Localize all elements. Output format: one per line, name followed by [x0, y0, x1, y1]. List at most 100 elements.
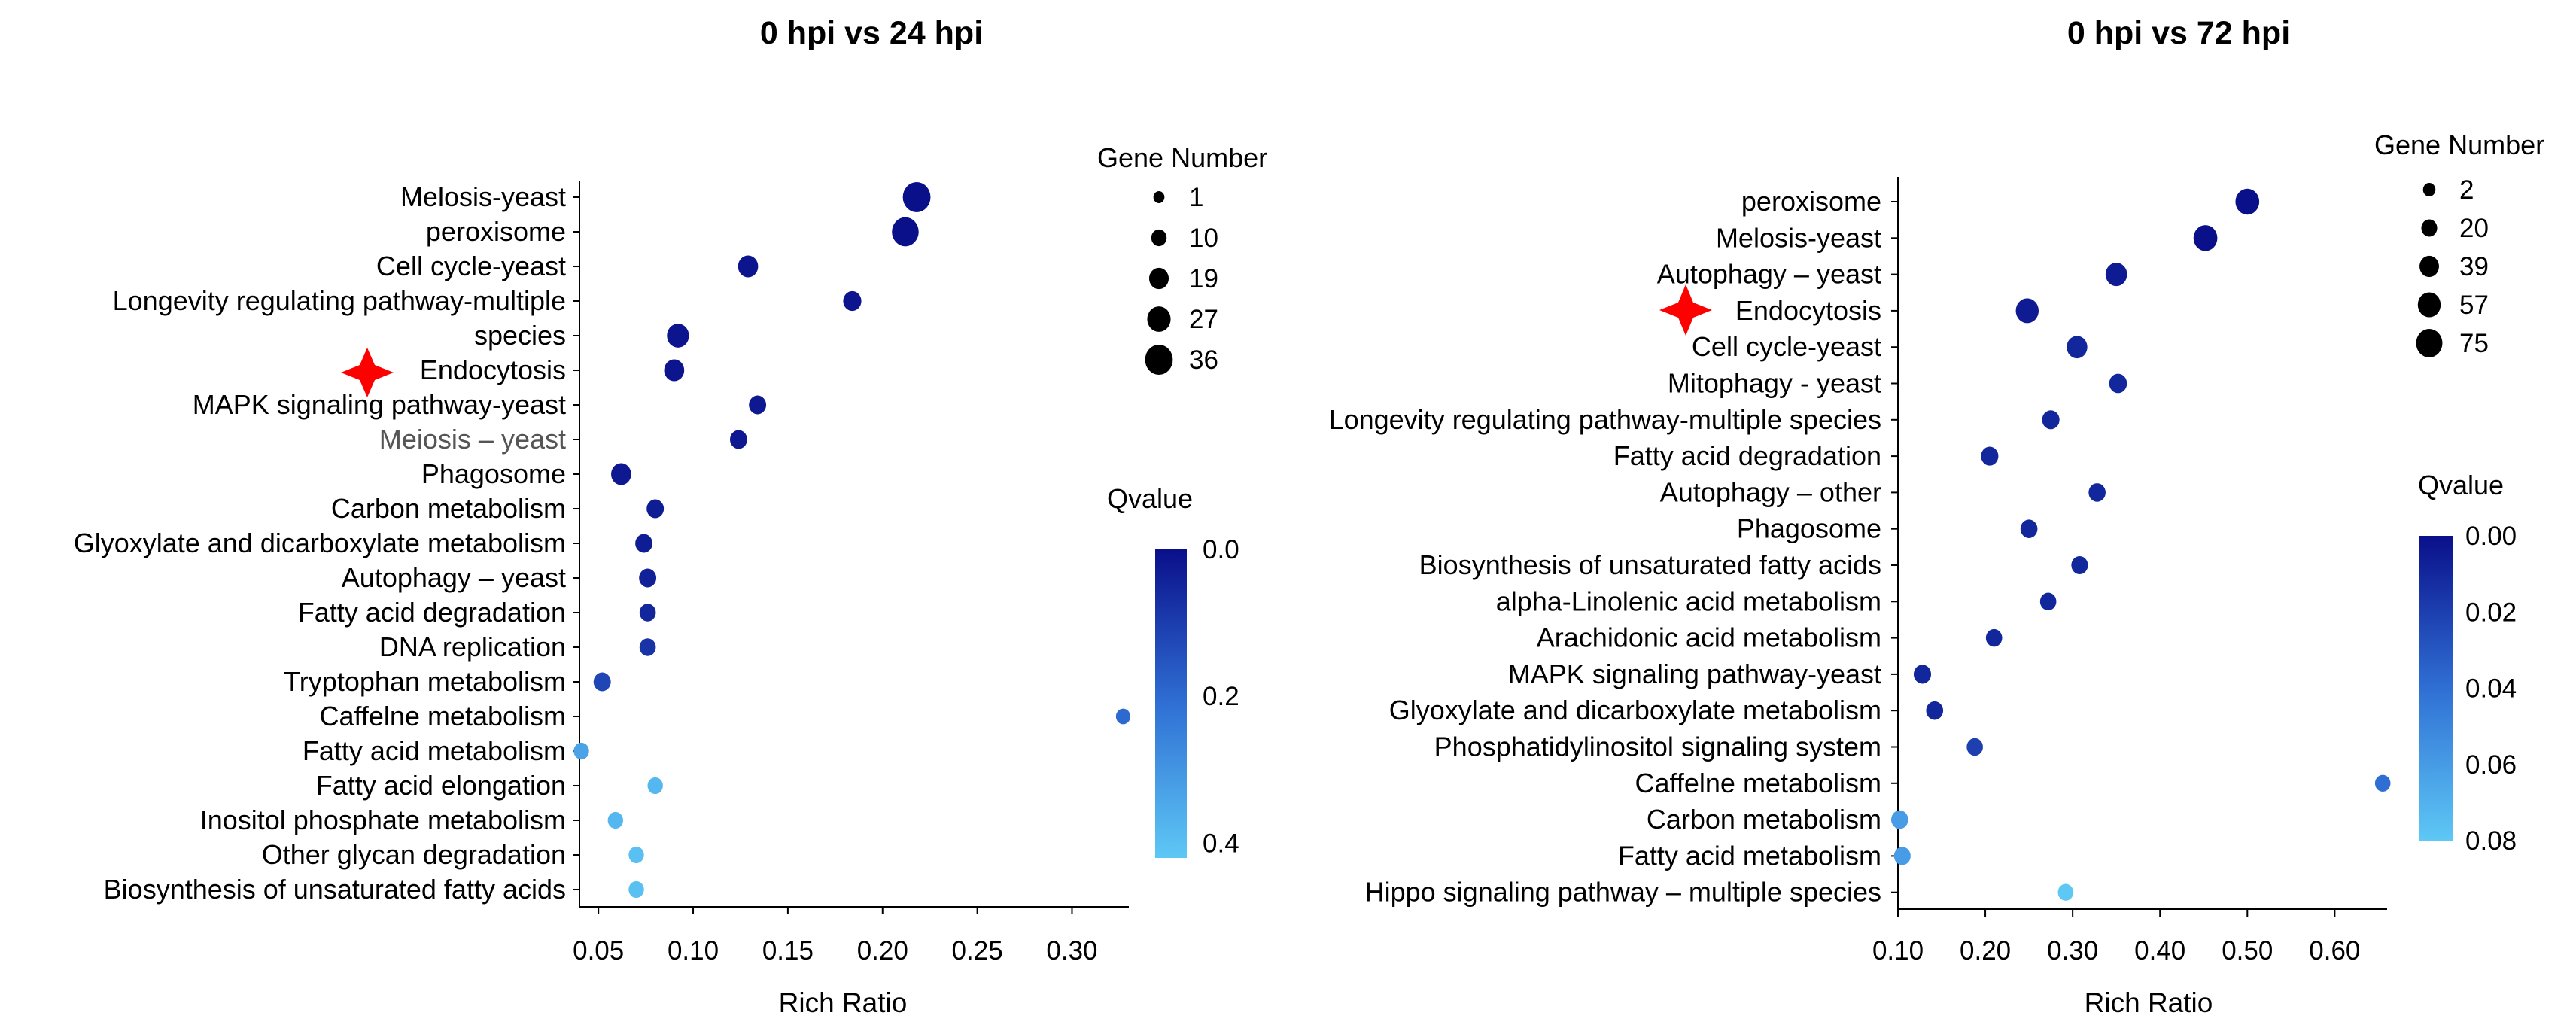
data-point [593, 672, 611, 692]
data-points [1891, 188, 2391, 901]
data-point [647, 777, 663, 795]
color-legend: Qvalue 0.0 0.2 0.4 [1107, 483, 1239, 858]
star-icon [1659, 284, 1712, 336]
size-legend-label: 57 [2459, 290, 2489, 320]
chart-panel-72hpi: 0 hpi vs 72 hpi peroxisome Melosis-yeast A… [1329, 15, 2545, 1018]
data-point [573, 742, 589, 760]
size-legend-dot [2422, 183, 2436, 196]
category-label: species [474, 320, 566, 351]
data-point [729, 430, 747, 449]
category-label: Endocytosis [420, 354, 566, 385]
category-label: Phagosome [421, 458, 566, 489]
category-label: Caffelne metabolism [320, 701, 567, 731]
size-legend-dot [2416, 329, 2443, 357]
data-point [1115, 708, 1131, 725]
x-ticks: 0.10 0.20 0.30 0.40 0.50 0.60 [1872, 909, 2360, 966]
data-point [1891, 810, 1908, 829]
category-label: alpha-Linolenic acid metabolism [1496, 585, 1881, 616]
chart-title: 0 hpi vs 72 hpi [2067, 15, 2290, 51]
colorbar-tick-label: 0.00 [2465, 522, 2517, 551]
size-legend-dot [2419, 255, 2439, 278]
data-point [902, 182, 931, 212]
category-label: Meiosis – yeast [379, 424, 566, 455]
data-point [2015, 298, 2039, 324]
x-tick-label: 0.20 [857, 936, 908, 966]
category-label: peroxisome [426, 216, 566, 247]
size-legend-title: Gene Number [1097, 142, 1267, 173]
data-point [639, 604, 656, 622]
category-label: DNA replication [379, 631, 566, 662]
x-tick-label: 0.40 [2134, 936, 2185, 966]
data-point [664, 359, 685, 382]
category-label: Fatty acid elongation [316, 770, 566, 801]
data-point [738, 255, 759, 278]
y-ticks [1891, 201, 1898, 893]
category-labels: peroxisome Melosis-yeast Autophagy – yeast… [1329, 186, 1881, 908]
star-icon [341, 348, 394, 397]
data-point [639, 638, 656, 656]
category-label: Carbon metabolism [331, 493, 566, 524]
x-tick-label: 0.30 [2047, 936, 2098, 966]
category-label: Biosynthesis of unsaturated fatty acids [104, 874, 566, 905]
category-label: Arachidonic acid metabolism [1537, 622, 1881, 653]
x-axis-title: Rich Ratio [779, 987, 908, 1018]
category-label: Glyoxylate and dicarboxylate metabolism [74, 528, 566, 558]
data-points [573, 182, 1131, 899]
size-legend-title: Gene Number [2374, 129, 2544, 160]
data-point [2067, 336, 2088, 359]
size-legend: Gene Number 1 10 19 27 36 [1097, 142, 1267, 375]
category-label: Other glycan degradation [262, 839, 566, 870]
category-label: Fatty acid degradation [298, 597, 566, 628]
size-legend-label: 10 [1189, 224, 1218, 253]
data-point [2235, 188, 2260, 215]
x-axis-title: Rich Ratio [2085, 987, 2213, 1018]
size-legend-label: 1 [1189, 183, 1203, 212]
data-point [2193, 225, 2218, 251]
data-point [2020, 519, 2038, 538]
data-point [646, 499, 665, 519]
colorbar-tick-label: 0.04 [2465, 674, 2517, 704]
size-legend-label: 27 [1189, 305, 1218, 334]
category-label: Fatty acid degradation [1613, 440, 1881, 471]
category-label: Longevity regulating pathway-multiple sp… [1329, 404, 1881, 435]
category-label: Carbon metabolism [1647, 804, 1881, 835]
category-label: Phagosome [1737, 513, 1881, 544]
category-label: MAPK signaling pathway-yeast [193, 389, 566, 420]
data-point [607, 811, 624, 829]
qvalue-colorbar [1155, 549, 1187, 858]
category-label: Hippo signaling pathway – multiple speci… [1365, 877, 1881, 908]
category-label: Glyoxylate and dicarboxylate metabolism [1389, 695, 1881, 725]
colorbar-tick-label: 0.02 [2465, 598, 2517, 627]
colorbar-tick-label: 0.4 [1203, 829, 1239, 858]
colorbar-tick-label: 0.08 [2465, 826, 2517, 856]
category-label: Melosis-yeast [400, 181, 566, 212]
colorbar-tick-label: 0.2 [1203, 682, 1239, 711]
size-legend-label: 36 [1189, 345, 1218, 375]
colorbar-tick-label: 0.0 [1203, 535, 1239, 564]
data-point [2088, 483, 2106, 502]
size-legend-dot [1147, 306, 1171, 332]
axes-frame [579, 181, 1129, 908]
category-label: Tryptophan metabolism [284, 666, 566, 697]
data-point [1985, 628, 2003, 647]
category-label: Mitophagy - yeast [1668, 368, 1881, 399]
category-label: Cell cycle-yeast [376, 251, 566, 281]
data-point [1913, 665, 1932, 684]
x-tick-label: 0.60 [2309, 936, 2360, 966]
data-point [1926, 701, 1944, 720]
category-label: Endocytosis [1735, 295, 1881, 326]
data-point [892, 217, 919, 247]
category-label: Fatty acid metabolism [1618, 840, 1881, 871]
chart-title: 0 hpi vs 24 hpi [760, 15, 983, 51]
size-legend-dot [2417, 292, 2441, 318]
category-label: Autophagy – other [1660, 476, 1881, 507]
size-legend: Gene Number 2 20 39 57 75 [2374, 129, 2544, 358]
size-legend-label: 39 [2459, 252, 2489, 281]
highlight-star [341, 348, 394, 397]
data-point [2057, 883, 2074, 901]
category-label: Melosis-yeast [1716, 222, 1881, 253]
data-point [639, 568, 657, 588]
colorbar-tick-label: 0.06 [2465, 750, 2517, 780]
y-ticks [573, 196, 579, 890]
